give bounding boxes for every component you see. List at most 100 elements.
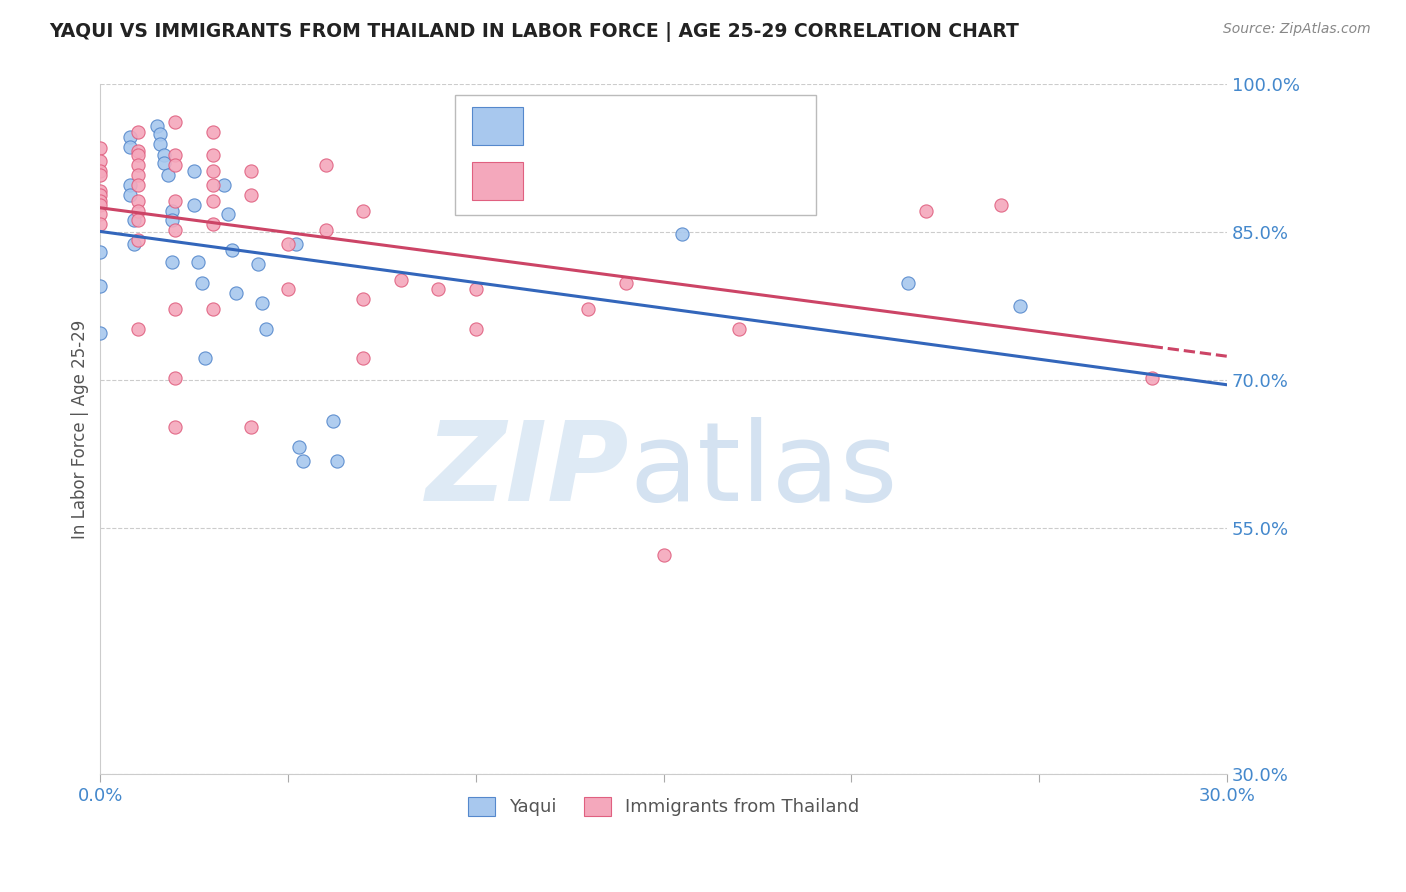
Point [165,371,187,385]
Point [89,207,111,221]
Point [652,549,675,563]
Point [990,197,1012,211]
Text: 0.219: 0.219 [592,172,650,190]
FancyBboxPatch shape [472,107,523,145]
Point [352,351,374,366]
Point [277,282,299,296]
Point [201,218,224,232]
Point [127,213,149,227]
Point [160,213,183,227]
Point [201,148,224,162]
Point [127,203,149,218]
Point [89,218,111,232]
Point [160,254,183,268]
Point [540,158,562,172]
Point [120,178,142,192]
Point [201,194,224,208]
Point [149,127,172,141]
Point [671,227,693,242]
Point [201,164,224,178]
Point [277,237,299,252]
Point [250,296,273,310]
Point [165,223,187,237]
Point [127,194,149,208]
Text: 60: 60 [717,172,741,190]
Point [187,254,209,268]
Point [614,277,637,291]
Point [89,194,111,208]
Point [201,178,224,192]
Point [239,187,262,202]
Point [212,178,235,192]
Point [194,351,217,366]
Text: N =: N = [669,117,709,135]
Y-axis label: In Labor Force | Age 25-29: In Labor Force | Age 25-29 [72,319,89,539]
Point [165,302,187,317]
Text: YAQUI VS IMMIGRANTS FROM THAILAND IN LABOR FORCE | AGE 25-29 CORRELATION CHART: YAQUI VS IMMIGRANTS FROM THAILAND IN LAB… [49,22,1019,42]
Text: N =: N = [669,172,709,190]
Point [322,414,344,428]
Point [190,277,212,291]
Point [89,197,111,211]
Point [1010,299,1032,313]
Point [89,187,111,202]
Point [120,129,142,144]
Point [201,125,224,139]
Point [239,164,262,178]
Point [156,168,179,182]
Point [122,213,145,227]
Point [239,420,262,434]
Point [127,322,149,336]
Point [149,136,172,151]
Point [89,154,111,169]
Text: ZIP: ZIP [426,417,630,524]
Text: 38: 38 [717,117,741,135]
Point [183,164,205,178]
Point [727,187,749,202]
Point [160,203,183,218]
Point [89,141,111,155]
Point [897,277,920,291]
Point [127,125,149,139]
Point [89,184,111,198]
Point [165,158,187,172]
Point [127,178,149,192]
Point [145,119,167,133]
Point [288,440,311,454]
Point [254,322,277,336]
Text: 0.089: 0.089 [592,117,650,135]
Point [727,322,749,336]
Point [165,148,187,162]
Text: R =: R = [540,117,579,135]
Point [352,203,374,218]
Point [89,168,111,182]
Point [464,322,486,336]
Point [165,420,187,434]
Point [225,286,247,301]
Point [127,168,149,182]
Point [247,257,270,271]
Point [315,223,337,237]
Point [389,272,412,286]
Point [326,454,349,468]
Point [89,244,111,259]
Point [578,302,600,317]
Point [122,237,145,252]
Point [221,243,243,257]
Point [464,282,486,296]
Point [915,203,938,218]
Point [127,145,149,159]
Point [120,187,142,202]
Point [153,148,176,162]
Point [127,233,149,247]
Point [201,302,224,317]
FancyBboxPatch shape [456,95,815,216]
Point [89,164,111,178]
Point [427,282,450,296]
Point [89,279,111,293]
Text: R =: R = [540,172,579,190]
Point [165,115,187,129]
Point [1140,371,1163,385]
Point [284,237,307,252]
Point [127,158,149,172]
